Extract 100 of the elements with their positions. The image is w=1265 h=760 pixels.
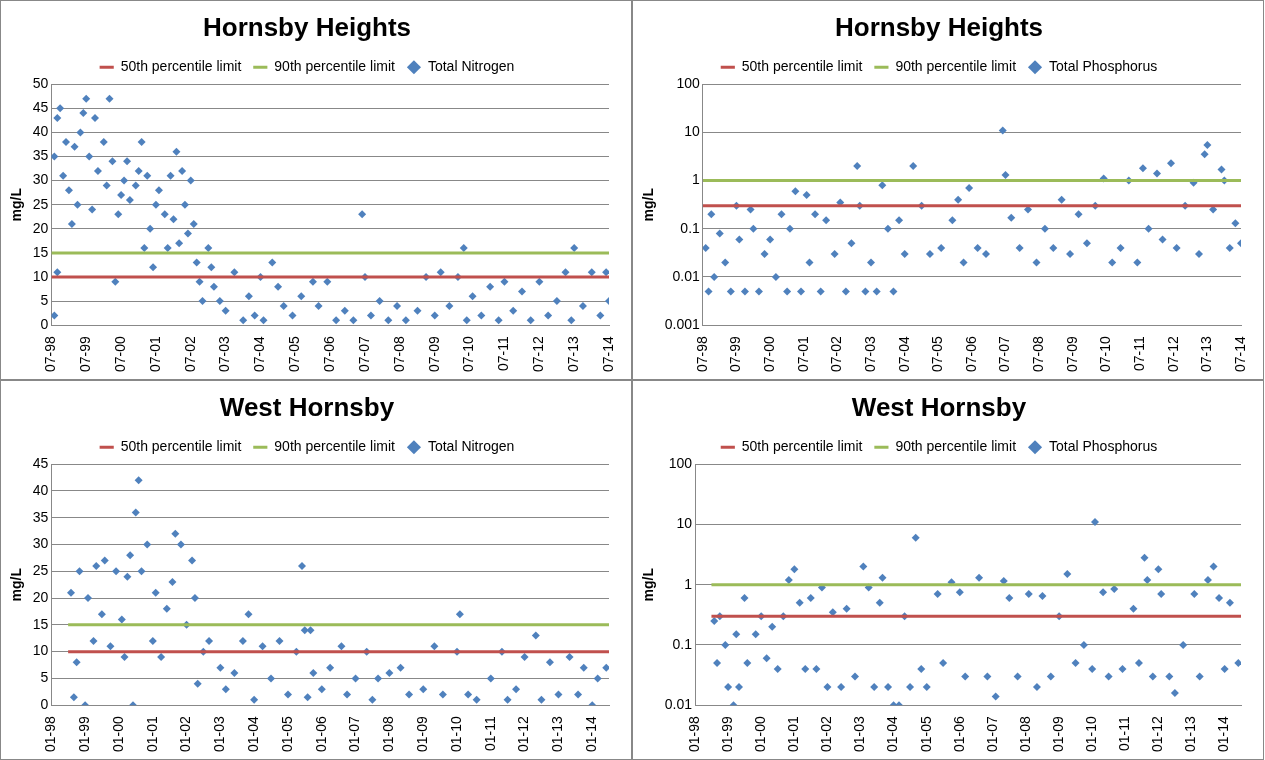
x-tick-label: 01-08 bbox=[1016, 715, 1033, 753]
legend-label: Total Phosphorus bbox=[1049, 438, 1158, 455]
x-tick-label: 01-98 bbox=[685, 715, 702, 753]
legend-label: 90th percentile limit bbox=[895, 58, 1017, 75]
x-tick-label: 01-11 bbox=[481, 715, 498, 751]
x-tick-label: 01-08 bbox=[380, 715, 397, 753]
y-tick-label: 45 bbox=[32, 455, 49, 472]
x-tick-label: 07-03 bbox=[216, 335, 233, 373]
y-tick-label: 0 bbox=[40, 696, 49, 713]
x-tick-label: 07-06 bbox=[962, 335, 979, 373]
x-tick-label: 07-12 bbox=[530, 335, 547, 373]
y-tick-label: 10 bbox=[32, 642, 49, 659]
y-tick-label: 20 bbox=[32, 588, 49, 605]
x-tick-label: 01-13 bbox=[549, 715, 566, 753]
legend-label: 50th percentile limit bbox=[120, 58, 242, 75]
y-tick-label: 0 bbox=[40, 316, 49, 333]
x-tick-label: 01-11 bbox=[1116, 715, 1133, 751]
y-axis-title: mg/L bbox=[8, 567, 25, 602]
x-tick-label: 01-04 bbox=[245, 715, 262, 753]
x-tick-label: 07-04 bbox=[251, 335, 268, 373]
y-axis-title: mg/L bbox=[640, 567, 657, 602]
x-tick-label: 07-05 bbox=[929, 335, 946, 373]
x-tick-label: 07-00 bbox=[111, 335, 128, 373]
x-tick-label: 07-10 bbox=[1097, 335, 1114, 373]
x-tick-label: 07-99 bbox=[727, 335, 744, 373]
x-tick-label: 01-06 bbox=[312, 715, 329, 753]
legend-label: 90th percentile limit bbox=[274, 58, 396, 75]
y-tick-label: 0.01 bbox=[664, 696, 693, 713]
y-tick-label: 30 bbox=[32, 535, 49, 552]
legend-label: 50th percentile limit bbox=[741, 58, 863, 75]
x-tick-label: 01-09 bbox=[1050, 715, 1066, 753]
y-tick-label: 5 bbox=[40, 291, 49, 308]
x-tick-label: 07-00 bbox=[761, 335, 778, 373]
chart-title: Hornsby Heights bbox=[834, 11, 1044, 42]
x-tick-label: 07-09 bbox=[1063, 335, 1080, 373]
legend-label: 50th percentile limit bbox=[741, 438, 863, 455]
chart-title: Hornsby Heights bbox=[202, 11, 412, 42]
x-tick-label: 01-12 bbox=[1149, 715, 1166, 753]
x-tick-label: 07-12 bbox=[1164, 335, 1181, 373]
x-tick-label: 07-08 bbox=[1030, 335, 1047, 373]
y-tick-label: 0.1 bbox=[680, 219, 701, 236]
legend-label: 90th percentile limit bbox=[274, 438, 396, 455]
y-tick-label: 0.1 bbox=[672, 635, 693, 652]
x-tick-label: 07-11 bbox=[1130, 335, 1147, 371]
y-tick-label: 10 bbox=[676, 515, 693, 532]
y-tick-label: 0.001 bbox=[664, 316, 701, 333]
x-tick-label: 07-07 bbox=[996, 335, 1013, 373]
x-tick-label: 01-02 bbox=[818, 715, 835, 753]
y-axis-title: mg/L bbox=[8, 187, 25, 222]
y-tick-label: 45 bbox=[32, 99, 49, 116]
y-tick-label: 1 bbox=[684, 575, 693, 592]
y-tick-label: 25 bbox=[32, 195, 49, 212]
x-tick-label: 07-99 bbox=[77, 335, 94, 373]
x-tick-label: 01-13 bbox=[1182, 715, 1199, 753]
x-tick-label: 07-04 bbox=[895, 335, 912, 373]
x-tick-label: 01-98 bbox=[42, 715, 59, 753]
x-tick-label: 07-01 bbox=[146, 335, 163, 373]
x-tick-label: 07-98 bbox=[42, 335, 59, 373]
y-tick-label: 0.01 bbox=[672, 267, 701, 284]
y-tick-label: 20 bbox=[32, 219, 49, 236]
x-tick-label: 01-04 bbox=[884, 715, 901, 753]
x-tick-label: 01-99 bbox=[76, 715, 93, 753]
y-tick-label: 100 bbox=[676, 75, 701, 92]
x-tick-label: 07-13 bbox=[565, 335, 582, 373]
y-tick-label: 15 bbox=[32, 243, 49, 260]
x-tick-label: 01-14 bbox=[1215, 715, 1232, 753]
legend-label: 90th percentile limit bbox=[895, 438, 1017, 455]
x-tick-label: 07-01 bbox=[794, 335, 811, 373]
x-tick-label: 07-02 bbox=[181, 335, 198, 373]
x-tick-label: 07-13 bbox=[1198, 335, 1215, 373]
y-tick-label: 50 bbox=[32, 75, 49, 92]
y-tick-label: 100 bbox=[668, 455, 693, 472]
x-tick-label: 01-07 bbox=[346, 715, 363, 753]
x-tick-label: 01-02 bbox=[177, 715, 194, 753]
x-tick-label: 01-00 bbox=[752, 715, 769, 753]
legend-label: Total Phosphorus bbox=[1049, 58, 1158, 75]
x-tick-label: 01-05 bbox=[278, 715, 295, 753]
x-tick-label: 07-98 bbox=[693, 335, 710, 373]
x-tick-label: 07-02 bbox=[828, 335, 845, 373]
x-tick-label: 01-00 bbox=[109, 715, 126, 753]
y-tick-label: 10 bbox=[32, 267, 49, 284]
x-tick-label: 01-01 bbox=[143, 715, 160, 753]
y-tick-label: 30 bbox=[32, 171, 49, 188]
legend-label: Total Nitrogen bbox=[427, 438, 515, 455]
y-tick-label: 5 bbox=[40, 669, 49, 686]
x-tick-label: 01-07 bbox=[983, 715, 1000, 753]
x-tick-label: 01-01 bbox=[785, 715, 802, 753]
x-tick-label: 01-03 bbox=[211, 715, 228, 753]
x-tick-label: 07-03 bbox=[861, 335, 878, 373]
y-tick-label: 10 bbox=[684, 123, 701, 140]
x-tick-label: 07-09 bbox=[425, 335, 442, 373]
x-tick-label: 01-09 bbox=[414, 715, 431, 753]
y-tick-label: 35 bbox=[32, 508, 49, 525]
legend-label: Total Nitrogen bbox=[427, 58, 515, 75]
x-tick-label: 01-12 bbox=[515, 715, 532, 753]
chart-title: West Hornsby bbox=[851, 391, 1027, 422]
x-tick-label: 07-14 bbox=[1231, 335, 1248, 373]
y-tick-label: 1 bbox=[692, 171, 701, 188]
y-tick-label: 25 bbox=[32, 562, 49, 579]
x-tick-label: 01-03 bbox=[851, 715, 868, 753]
